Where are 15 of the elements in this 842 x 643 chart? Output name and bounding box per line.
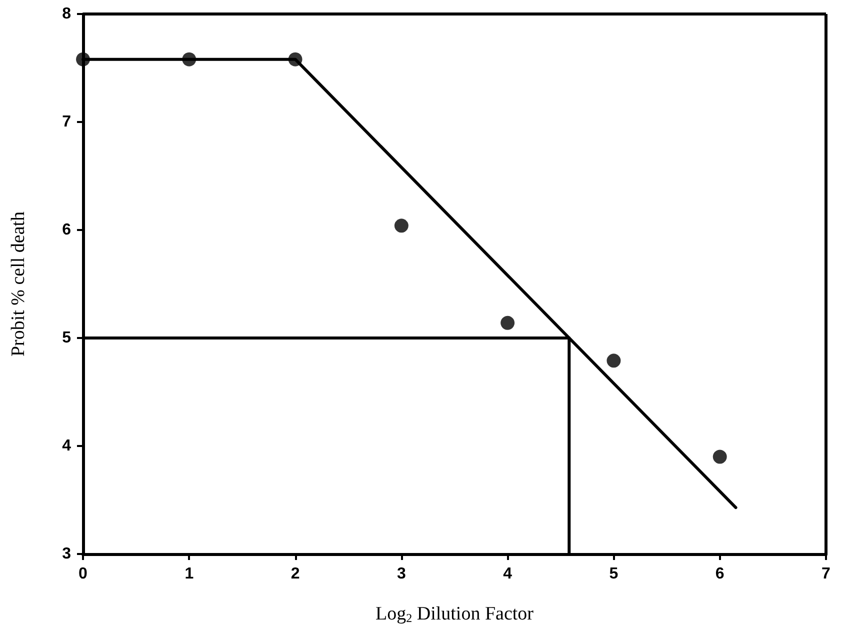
x-tick-label: 6: [715, 566, 724, 582]
y-axis-title: Probit % cell death: [8, 210, 29, 357]
x-tick-label: 4: [503, 566, 512, 582]
y-tick-label: 6: [62, 222, 72, 238]
y-tick-label: 8: [62, 6, 72, 22]
x-tick-label: 2: [290, 566, 300, 582]
x-tick-label: 1: [184, 566, 194, 582]
y-tick-label: 5: [62, 330, 72, 346]
x-tick-label: 0: [78, 566, 88, 582]
y-tick-label: 3: [62, 546, 72, 562]
x-tick-label: 3: [396, 566, 406, 582]
y-tick-label: 4: [62, 438, 72, 454]
x-tick-label: 5: [609, 566, 618, 582]
x-tick-label: 7: [822, 566, 831, 582]
y-tick-label: 7: [62, 114, 72, 130]
